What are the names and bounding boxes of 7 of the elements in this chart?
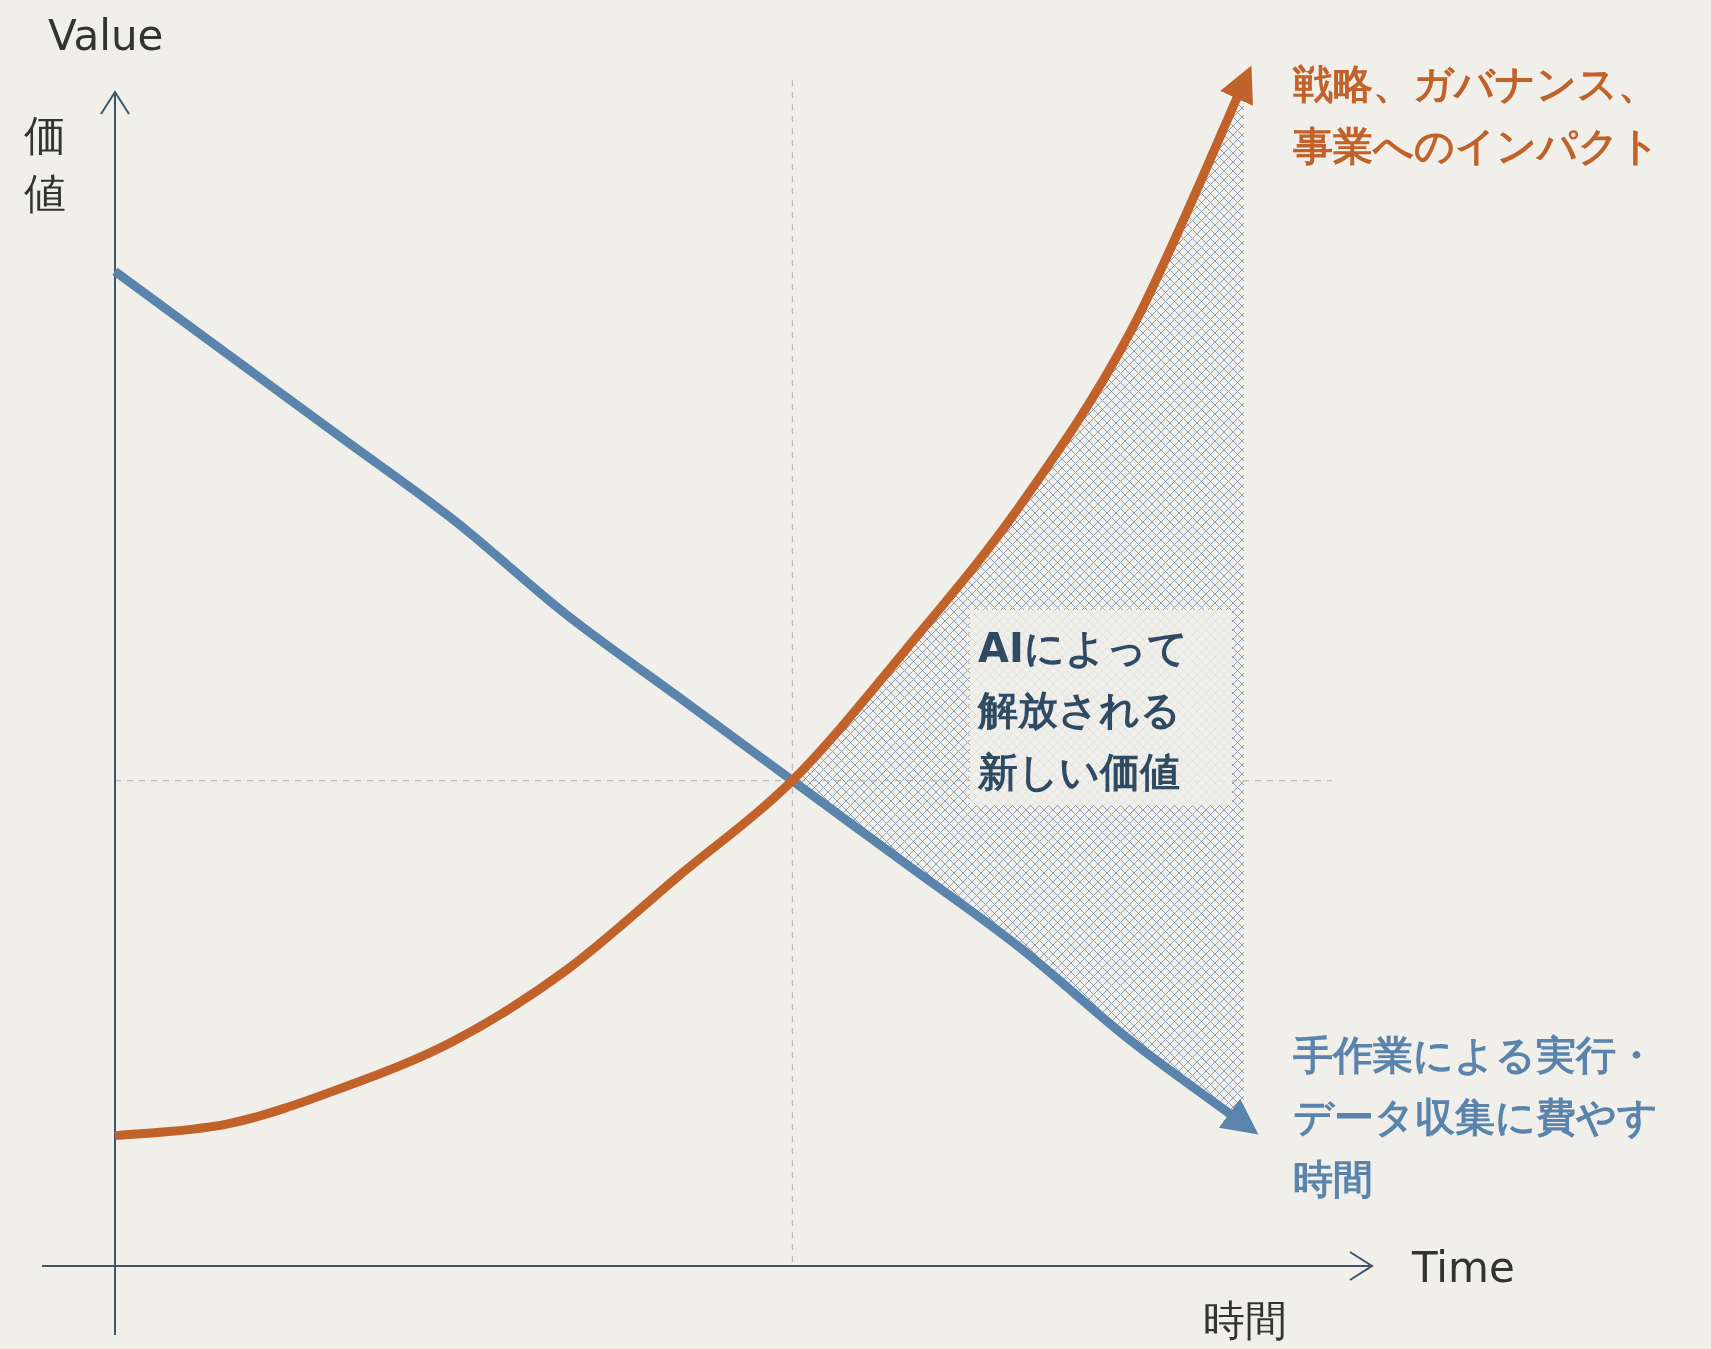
series-label: 手作業による実行・データ収集に費やす時間 bbox=[1293, 1031, 1658, 1202]
series-label: 戦略、ガバナンス、事業へのインパクト bbox=[1293, 61, 1660, 169]
x-axis-title: 時間 bbox=[1203, 1296, 1287, 1345]
annotation: AIによって解放される新しい価値 bbox=[978, 625, 1188, 795]
text: Value bbox=[48, 11, 164, 60]
text: Time bbox=[1411, 1243, 1515, 1292]
ylabel: 価値 bbox=[24, 111, 66, 218]
